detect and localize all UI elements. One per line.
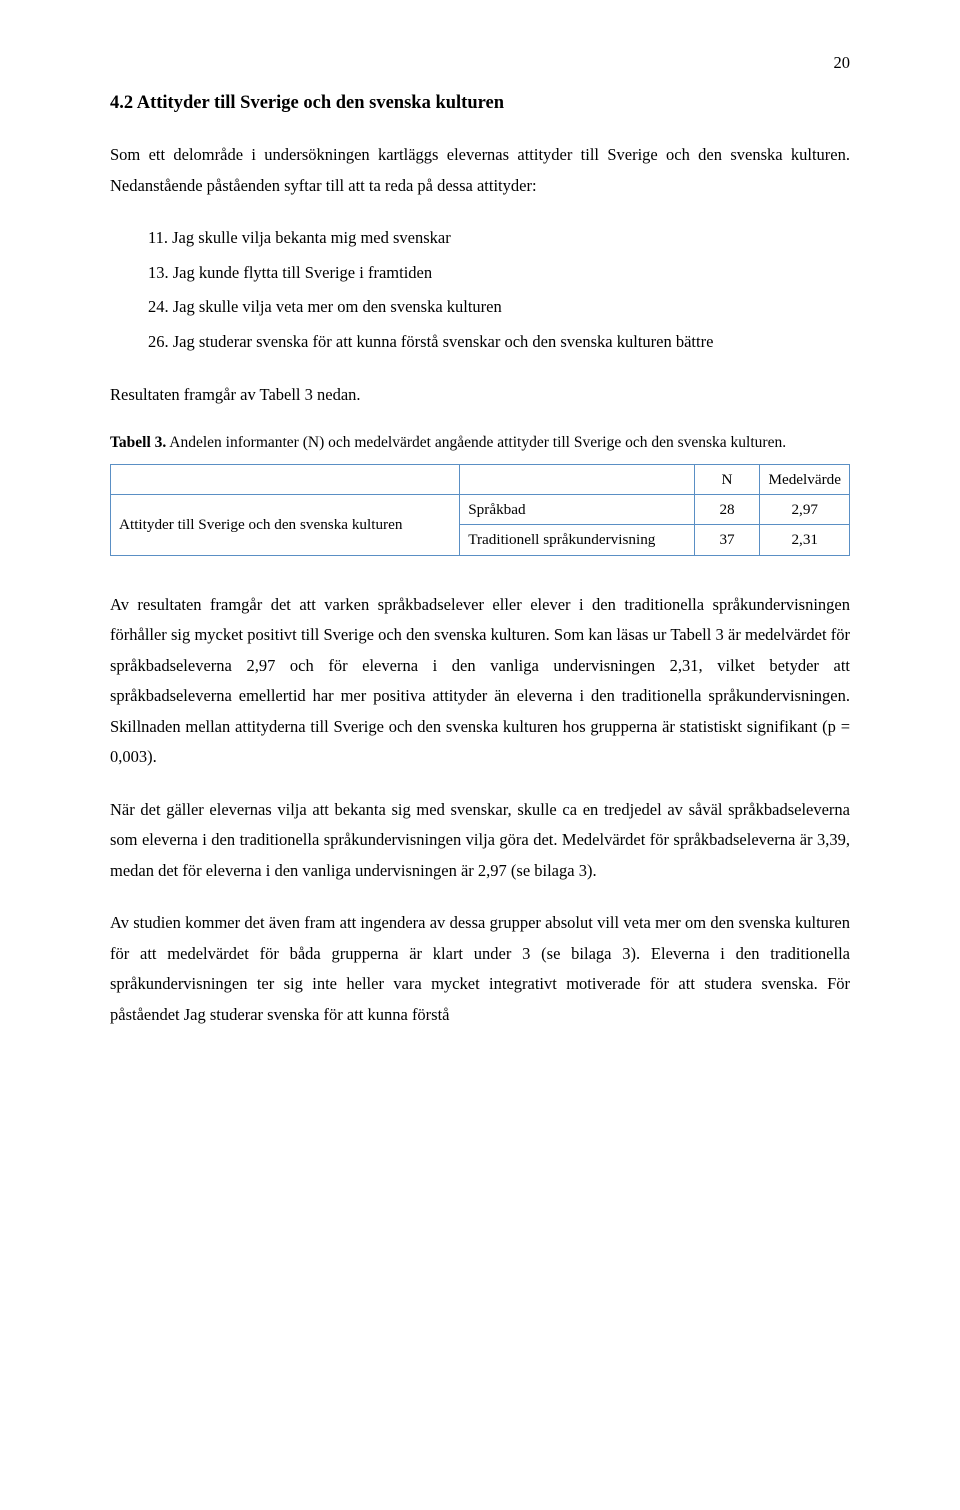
table-n-cell: 37 — [694, 525, 760, 555]
table-caption: Tabell 3. Andelen informanter (N) och me… — [110, 432, 850, 454]
table-method-cell: Traditionell språkundervisning — [460, 525, 694, 555]
table-n-cell: 28 — [694, 494, 760, 524]
intro-paragraph: Som ett delområde i undersökningen kartl… — [110, 140, 850, 201]
table-header-row: N Medelvärde — [111, 464, 850, 494]
table-header-n: N — [694, 464, 760, 494]
table-mean-cell: 2,97 — [760, 494, 850, 524]
results-table: N Medelvärde Attityder till Sverige och … — [110, 464, 850, 556]
list-item: 11. Jag skulle vilja bekanta mig med sve… — [148, 223, 850, 254]
table-header-mean: Medelvärde — [760, 464, 850, 494]
body-paragraph: Av studien kommer det även fram att inge… — [110, 908, 850, 1030]
page-number: 20 — [110, 48, 850, 79]
table-method-cell: Språkbad — [460, 494, 694, 524]
list-item: 26. Jag studerar svenska för att kunna f… — [148, 327, 850, 358]
table-category-cell: Attityder till Sverige och den svenska k… — [111, 494, 460, 555]
table-row: Attityder till Sverige och den svenska k… — [111, 494, 850, 524]
body-paragraph: Av resultaten framgår det att varken spr… — [110, 590, 850, 773]
table-caption-label: Tabell 3. — [110, 434, 166, 451]
table-caption-text: Andelen informanter (N) och medelvärdet … — [166, 434, 786, 451]
section-heading: 4.2 Attityder till Sverige och den svens… — [110, 91, 850, 117]
list-item: 24. Jag skulle vilja veta mer om den sve… — [148, 292, 850, 323]
list-item: 13. Jag kunde flytta till Sverige i fram… — [148, 258, 850, 289]
after-list-paragraph: Resultaten framgår av Tabell 3 nedan. — [110, 380, 850, 411]
table-header-empty — [111, 464, 460, 494]
body-paragraph: När det gäller elevernas vilja att bekan… — [110, 795, 850, 887]
table-header-empty — [460, 464, 694, 494]
statement-list: 11. Jag skulle vilja bekanta mig med sve… — [110, 223, 850, 357]
table-mean-cell: 2,31 — [760, 525, 850, 555]
